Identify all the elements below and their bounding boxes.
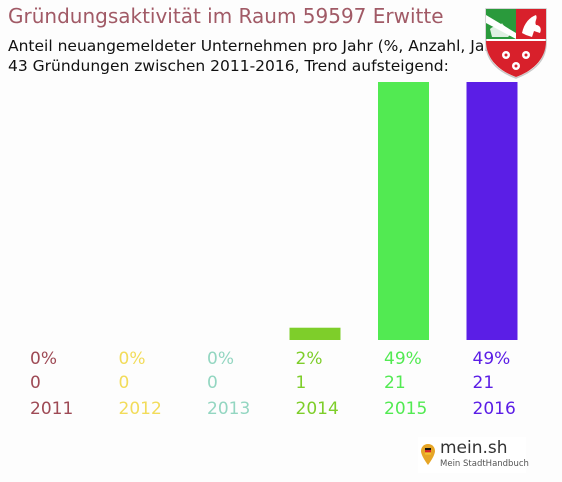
subtitle-line-1: Anteil neuangemeldeter Unternehmen pro J… — [8, 37, 507, 55]
count-label-2016: 21 — [473, 373, 495, 393]
count-label-2011: 0 — [30, 373, 41, 393]
bar-2015 — [378, 82, 429, 340]
year-label-2012: 2012 — [119, 399, 162, 419]
percent-label-2016: 49% — [473, 349, 511, 369]
year-label-2011: 2011 — [30, 399, 73, 419]
map-pin-icon — [421, 444, 435, 465]
subtitle-line-2: 43 Gründungen zwischen 2011-2016, Trend … — [8, 57, 449, 75]
year-label-2013: 2013 — [207, 399, 250, 419]
count-label-2015: 21 — [384, 373, 406, 393]
percent-label-2015: 49% — [384, 349, 422, 369]
chart-title: Gründungsaktivität im Raum 59597 Erwitte — [8, 4, 444, 28]
count-label-2013: 0 — [207, 373, 218, 393]
logo-text: mein.sh — [440, 438, 508, 458]
percent-label-2013: 0% — [207, 349, 234, 369]
chart-subtitle: Anteil neuangemeldeter Unternehmen pro J… — [8, 36, 507, 76]
year-label-2016: 2016 — [473, 399, 516, 419]
nrw-coat-of-arms-icon — [478, 3, 554, 80]
year-label-2015: 2015 — [384, 399, 427, 419]
count-label-2014: 1 — [296, 373, 307, 393]
count-label-2012: 0 — [119, 373, 130, 393]
year-label-2014: 2014 — [296, 399, 339, 419]
logo-tagline: Mein StadtHandbuch — [440, 459, 529, 469]
percent-label-2011: 0% — [30, 349, 57, 369]
bar-2014 — [289, 327, 341, 340]
mein-sh-logo: mein.sh Mein StadtHandbuch — [418, 437, 529, 473]
percent-label-2012: 0% — [119, 349, 146, 369]
bar-2016 — [466, 82, 518, 340]
percent-label-2014: 2% — [296, 349, 323, 369]
